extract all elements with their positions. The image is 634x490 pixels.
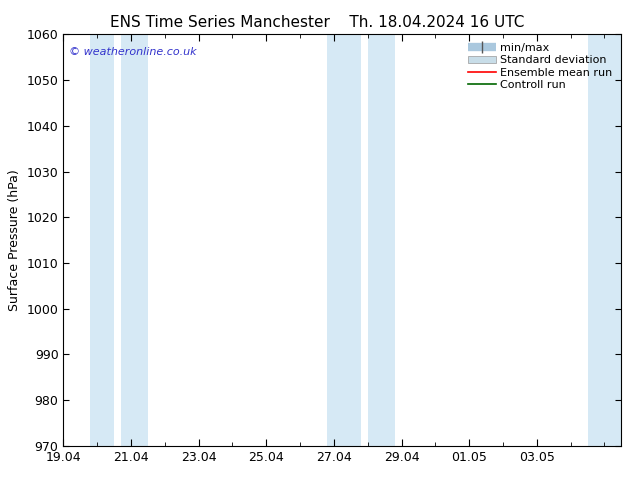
Bar [368, 34, 395, 446]
Text: ENS Time Series Manchester    Th. 18.04.2024 16 UTC: ENS Time Series Manchester Th. 18.04.202… [110, 15, 524, 30]
Bar [327, 34, 361, 446]
Bar [588, 34, 621, 446]
Bar [91, 34, 114, 446]
Legend: min/max, Standard deviation, Ensemble mean run, Controll run: min/max, Standard deviation, Ensemble me… [465, 40, 616, 93]
Text: © weatheronline.co.uk: © weatheronline.co.uk [69, 47, 197, 57]
Y-axis label: Surface Pressure (hPa): Surface Pressure (hPa) [8, 169, 21, 311]
Bar [121, 34, 148, 446]
